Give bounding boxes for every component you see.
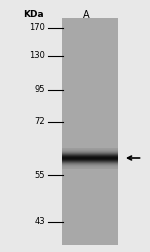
Bar xyxy=(62,158,118,159)
Bar xyxy=(62,165,118,166)
Bar xyxy=(62,151,118,152)
Bar xyxy=(62,162,118,163)
Bar xyxy=(62,149,118,150)
Bar xyxy=(62,159,118,160)
Bar xyxy=(62,167,118,168)
Bar xyxy=(62,158,118,159)
Bar xyxy=(62,157,118,158)
Bar xyxy=(62,153,118,154)
Bar xyxy=(62,149,118,150)
Bar xyxy=(62,159,118,160)
Bar xyxy=(62,153,118,154)
Bar xyxy=(62,164,118,165)
Bar xyxy=(62,163,118,164)
Bar xyxy=(62,164,118,165)
Text: 95: 95 xyxy=(34,85,45,94)
Bar xyxy=(62,166,118,167)
Bar xyxy=(62,157,118,158)
Bar xyxy=(62,18,118,245)
Bar xyxy=(62,155,118,156)
Bar xyxy=(62,150,118,151)
Bar xyxy=(62,160,118,161)
Bar xyxy=(62,148,118,149)
Text: A: A xyxy=(83,10,90,20)
Bar xyxy=(62,165,118,166)
Bar xyxy=(62,156,118,157)
Text: 170: 170 xyxy=(29,23,45,33)
Bar xyxy=(62,161,118,162)
Bar xyxy=(62,168,118,169)
Bar xyxy=(62,154,118,155)
Bar xyxy=(62,152,118,153)
Bar xyxy=(62,161,118,162)
Bar xyxy=(62,166,118,167)
Text: 43: 43 xyxy=(34,217,45,227)
Text: 130: 130 xyxy=(29,51,45,60)
Text: 72: 72 xyxy=(34,117,45,127)
Bar xyxy=(62,163,118,164)
Bar xyxy=(62,160,118,161)
Bar xyxy=(62,156,118,157)
Text: 55: 55 xyxy=(34,171,45,179)
Bar xyxy=(62,167,118,168)
Bar xyxy=(62,152,118,153)
Bar xyxy=(62,162,118,163)
Bar xyxy=(62,150,118,151)
Bar xyxy=(62,154,118,155)
Bar xyxy=(62,151,118,152)
Bar xyxy=(62,155,118,156)
Text: KDa: KDa xyxy=(23,10,43,19)
Bar xyxy=(62,148,118,149)
